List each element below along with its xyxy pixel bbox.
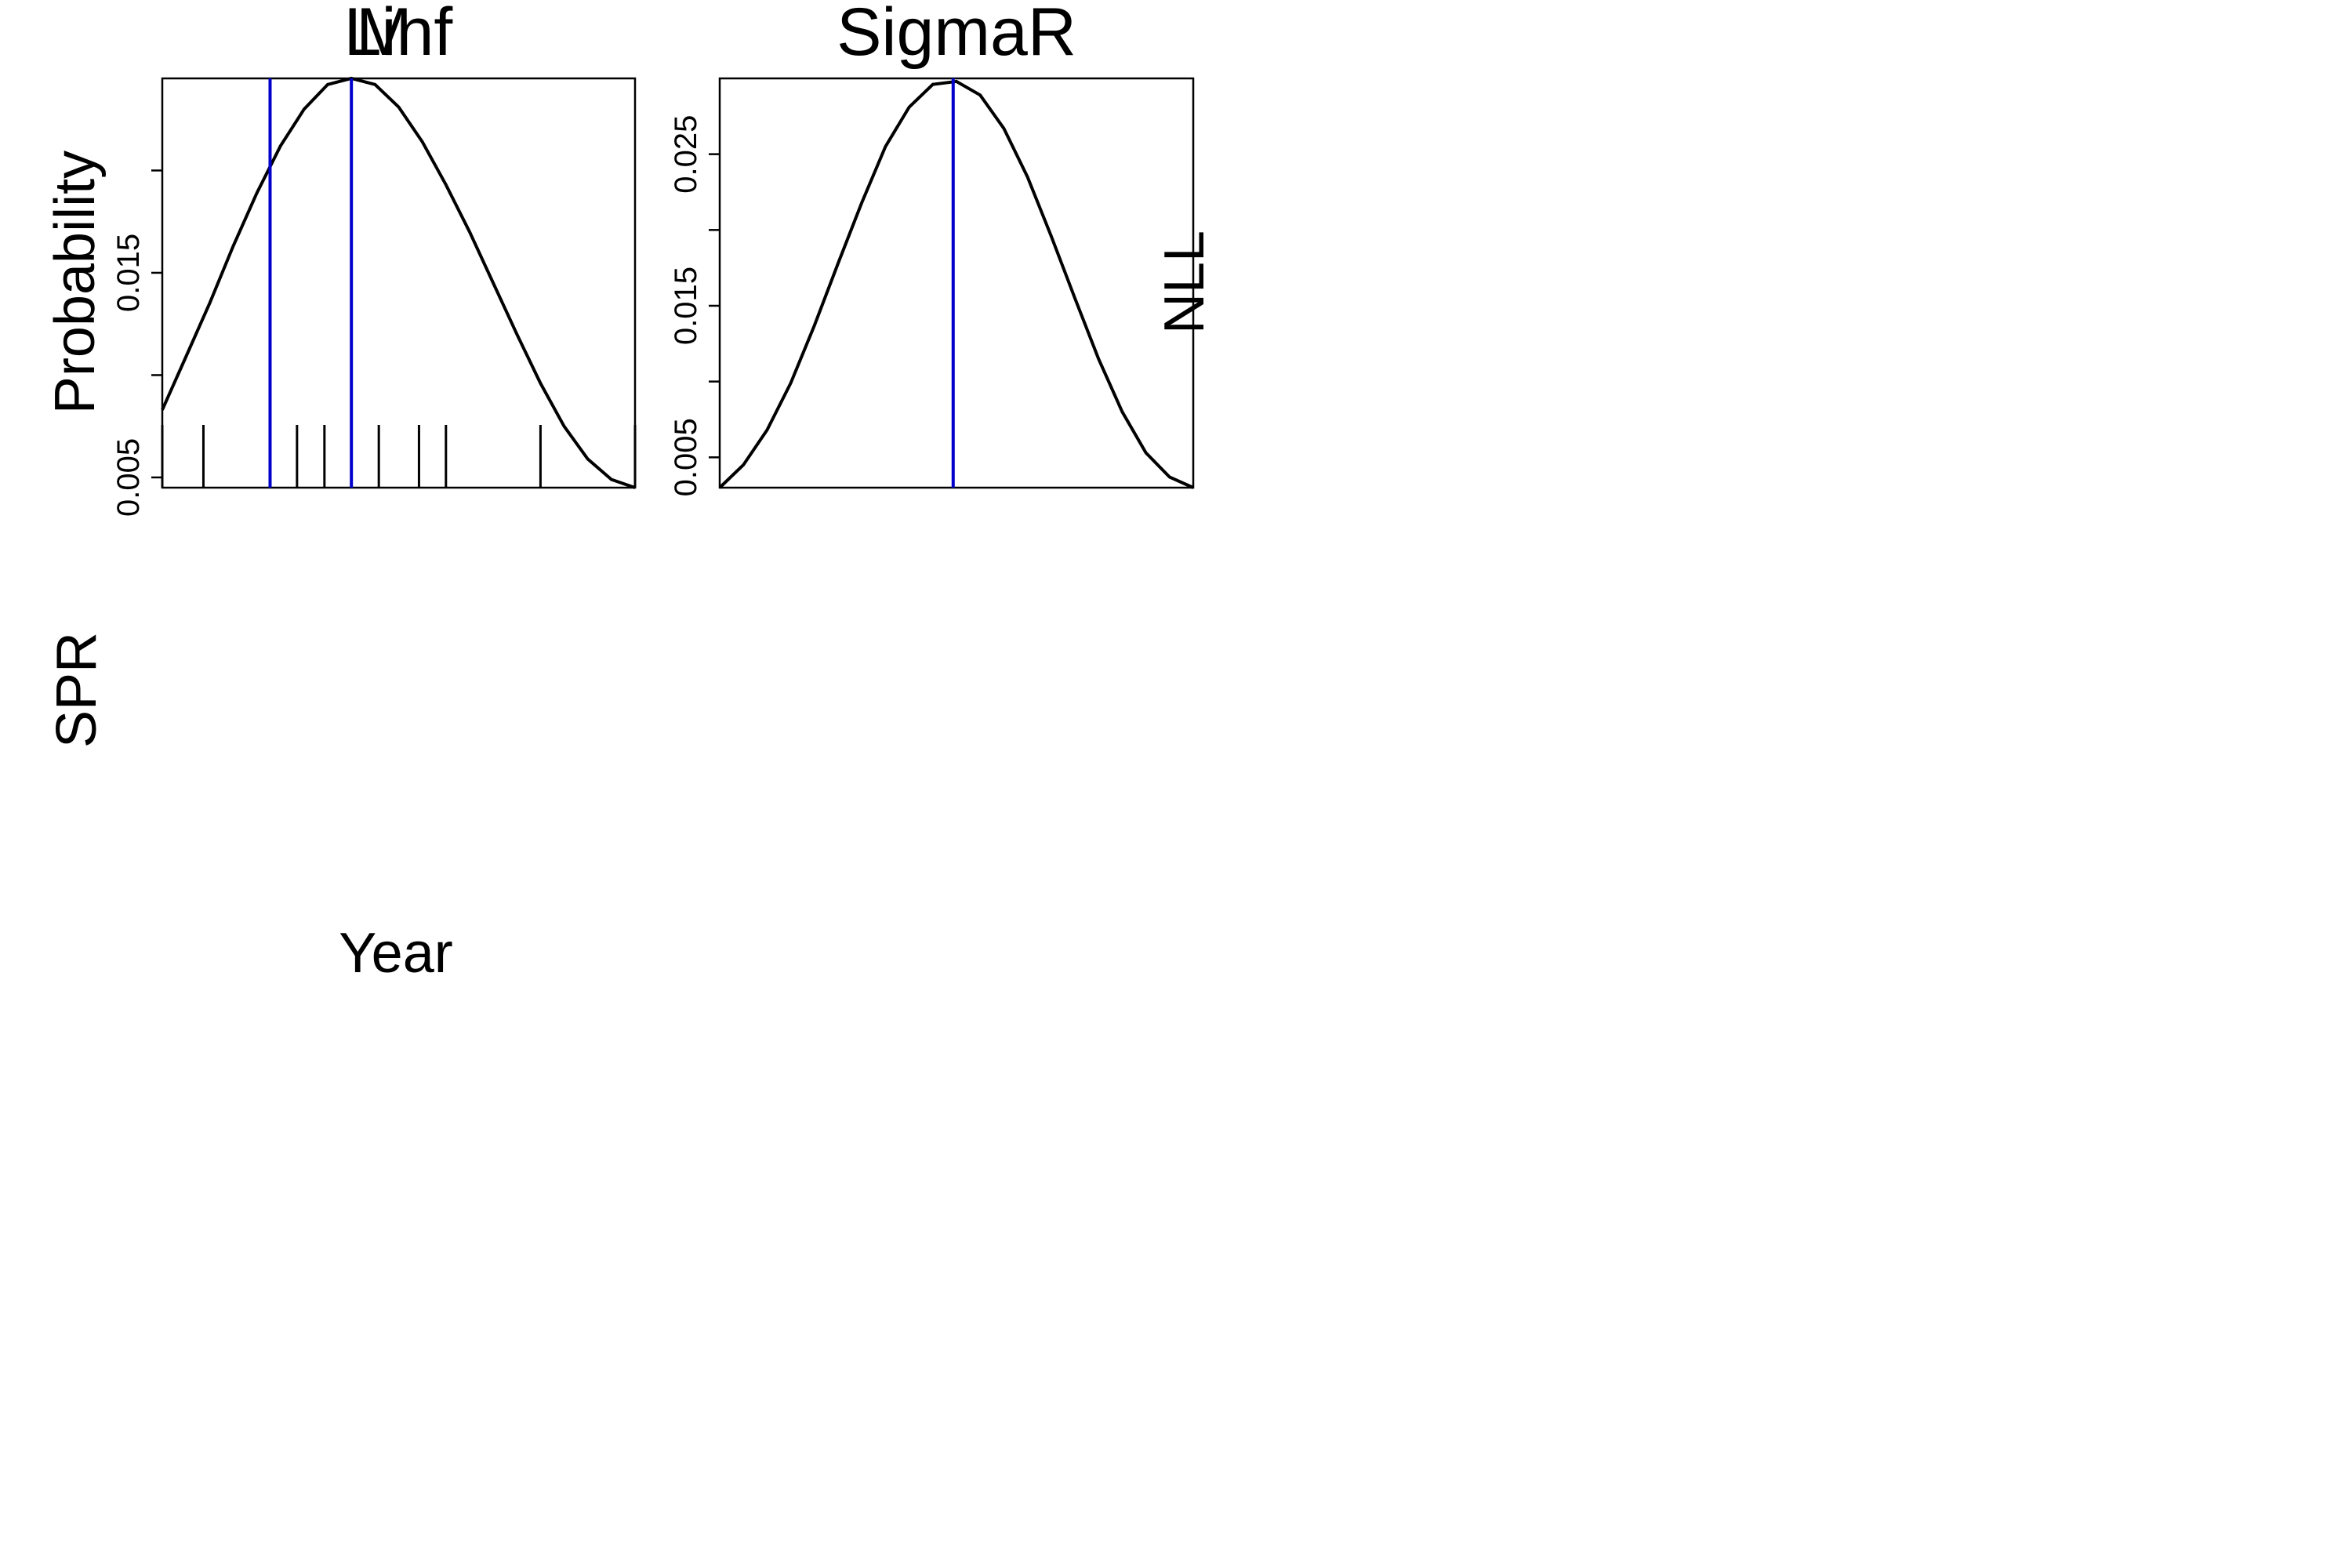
y-tick-label: 0.025 bbox=[669, 115, 703, 194]
plot-frame bbox=[161, 77, 637, 489]
y-tick-label: 0.005 bbox=[111, 438, 146, 517]
plot-frame bbox=[718, 77, 1195, 489]
y-tick-label: 0.005 bbox=[669, 418, 703, 496]
y-tick-label: 0.015 bbox=[669, 267, 703, 345]
density-curve bbox=[718, 79, 1194, 489]
sigmar-panel: SigmaR 0.005 0.015 0.025 bbox=[669, 0, 1195, 496]
density-curve bbox=[161, 76, 636, 489]
year-axis-label: Year bbox=[339, 922, 452, 985]
nll-axis-label: NLL bbox=[1153, 230, 1216, 334]
y-axis-label: Probability bbox=[44, 151, 107, 414]
spr-axis-label: SPR bbox=[45, 632, 108, 748]
panel-title: SigmaR bbox=[837, 0, 1076, 70]
panel-title: Linf bbox=[344, 0, 454, 70]
y-tick-label: 0.015 bbox=[111, 234, 146, 312]
panel-title-overlay: M bbox=[356, 0, 412, 70]
